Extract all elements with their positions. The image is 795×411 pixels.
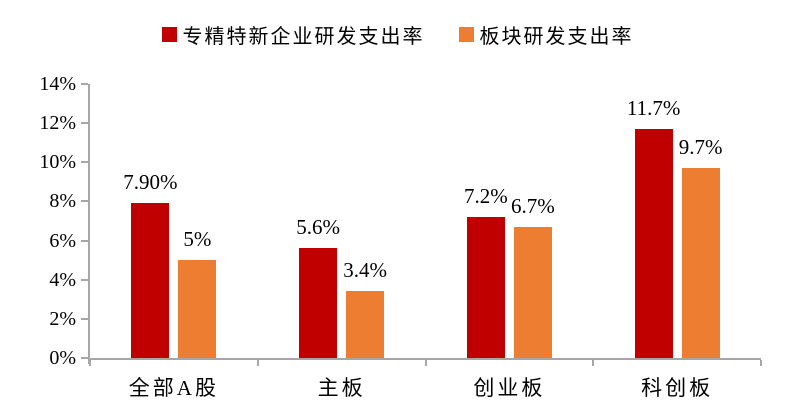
x-axis-category-label: 科创板 — [641, 376, 714, 400]
y-axis-tick — [81, 357, 88, 359]
x-axis-tick — [424, 360, 427, 366]
bar — [346, 291, 385, 358]
legend: 专精特新企业研发支出率 板块研发支出率 — [0, 20, 795, 49]
bar — [681, 168, 720, 358]
bar — [634, 129, 673, 358]
legend-label-series2: 板块研发支出率 — [479, 26, 634, 48]
bar — [513, 226, 552, 358]
bar-value-label: 5.6% — [296, 215, 340, 240]
x-axis-tick — [256, 360, 259, 366]
x-axis-category-label: 主板 — [317, 376, 366, 400]
legend-item-series1: 专精特新企业研发支出率 — [161, 20, 425, 49]
y-axis-tick — [81, 239, 88, 242]
y-axis-tick — [81, 83, 88, 85]
y-axis-line — [88, 84, 90, 364]
y-axis-tick-label: 8% — [49, 190, 76, 213]
bar — [131, 203, 170, 358]
x-axis-tick — [592, 360, 595, 366]
y-axis-tick-label: 12% — [39, 112, 76, 135]
legend-item-series2: 板块研发支出率 — [458, 20, 634, 49]
y-axis-tick — [81, 122, 88, 125]
bar — [178, 260, 217, 358]
x-axis-category-label: 全部A股 — [128, 376, 219, 400]
bar-value-label: 11.7% — [626, 96, 681, 121]
bar-value-label: 6.7% — [511, 193, 555, 218]
y-axis-tick-label: 6% — [49, 229, 76, 252]
y-axis-tick-label: 10% — [39, 151, 76, 174]
bar — [299, 248, 338, 358]
x-axis-line — [88, 358, 761, 360]
y-axis-tick — [81, 317, 88, 320]
y-axis-tick — [81, 200, 88, 203]
bar-value-label: 7.90% — [123, 170, 178, 195]
x-axis-tick — [760, 360, 762, 366]
legend-swatch-red — [161, 27, 177, 42]
x-axis-tick — [89, 360, 91, 366]
bar-value-label: 5% — [183, 227, 212, 252]
bar-value-label: 7.2% — [464, 184, 508, 209]
y-axis-tick-label: 0% — [49, 347, 76, 369]
bar-value-label: 3.4% — [343, 258, 387, 283]
y-axis-tick-label: 14% — [39, 73, 76, 95]
y-axis-tick — [81, 278, 88, 281]
y-axis-tick — [81, 161, 88, 164]
legend-label-series1: 专精特新企业研发支出率 — [182, 26, 425, 48]
plot-area: 0% 2% 4% 6% 8% 10% 12% 14% 7.90% 5% 全部A股 5.6% 3.4% 主板… — [39, 74, 762, 400]
legend-swatch-orange — [458, 27, 474, 42]
bar — [466, 217, 505, 358]
y-axis-tick-label: 4% — [49, 268, 76, 291]
y-axis-tick-label: 2% — [49, 307, 76, 330]
x-axis-category-label: 创业板 — [473, 376, 546, 400]
bar-value-label: 9.7% — [678, 135, 723, 160]
